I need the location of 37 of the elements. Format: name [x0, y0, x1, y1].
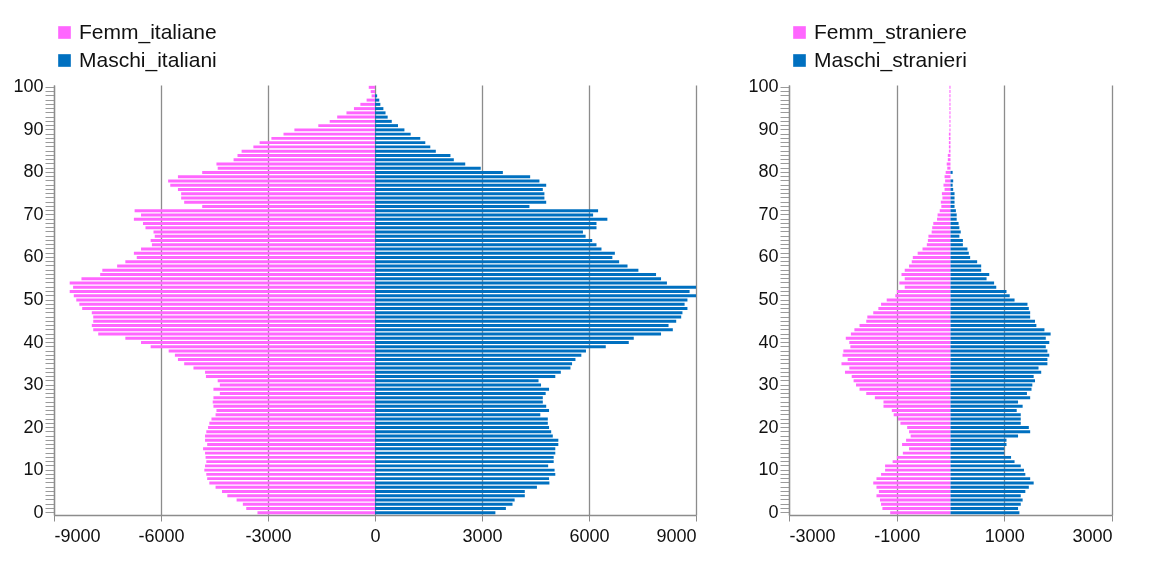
- y-tick-label: 0: [33, 501, 44, 522]
- y-tick-label: 70: [758, 203, 779, 224]
- y-tick-label: 70: [23, 203, 44, 224]
- legend-label: Maschi_italiani: [79, 47, 217, 72]
- x-tick-label: 9000: [656, 525, 697, 546]
- y-tick-label: 10: [758, 459, 779, 480]
- y-tick-label: 20: [758, 416, 779, 437]
- y-tick-label: 60: [758, 246, 779, 267]
- legend-label: Femm_italiane: [79, 19, 217, 44]
- y-tick-label: 50: [758, 289, 779, 309]
- y-tick-label: 80: [23, 161, 44, 182]
- y-tick-label: 100: [13, 76, 44, 97]
- x-tick-label: -9000: [54, 525, 101, 546]
- y-tick-label: 30: [758, 374, 779, 395]
- x-tick-label: -3000: [789, 525, 836, 546]
- x-tick-label: 3000: [1072, 525, 1113, 546]
- x-tick-label: 3000: [462, 525, 503, 546]
- y-tick-label: 30: [23, 374, 44, 395]
- y-tick-label: 10: [23, 459, 44, 480]
- y-tick-label: 20: [23, 416, 44, 437]
- x-tick-label: -1000: [874, 525, 921, 546]
- legend-label: Femm_straniere: [814, 19, 967, 44]
- y-tick-label: 90: [23, 118, 44, 139]
- x-tick-label: 0: [370, 525, 381, 546]
- x-tick-label: -6000: [138, 525, 185, 546]
- y-tick-label: 50: [23, 289, 44, 309]
- y-tick-label: 40: [758, 331, 779, 352]
- y-tick-label: 80: [758, 161, 779, 182]
- x-tick-label: 6000: [569, 525, 610, 546]
- y-tick-label: 60: [23, 246, 44, 267]
- y-tick-label: 100: [748, 76, 779, 97]
- x-tick-label: -3000: [245, 525, 292, 546]
- legend-label: Maschi_stranieri: [814, 47, 967, 72]
- y-tick-label: 0: [768, 501, 779, 522]
- y-tick-label: 40: [23, 331, 44, 352]
- y-tick-label: 90: [758, 118, 779, 139]
- x-tick-label: 1000: [984, 525, 1025, 546]
